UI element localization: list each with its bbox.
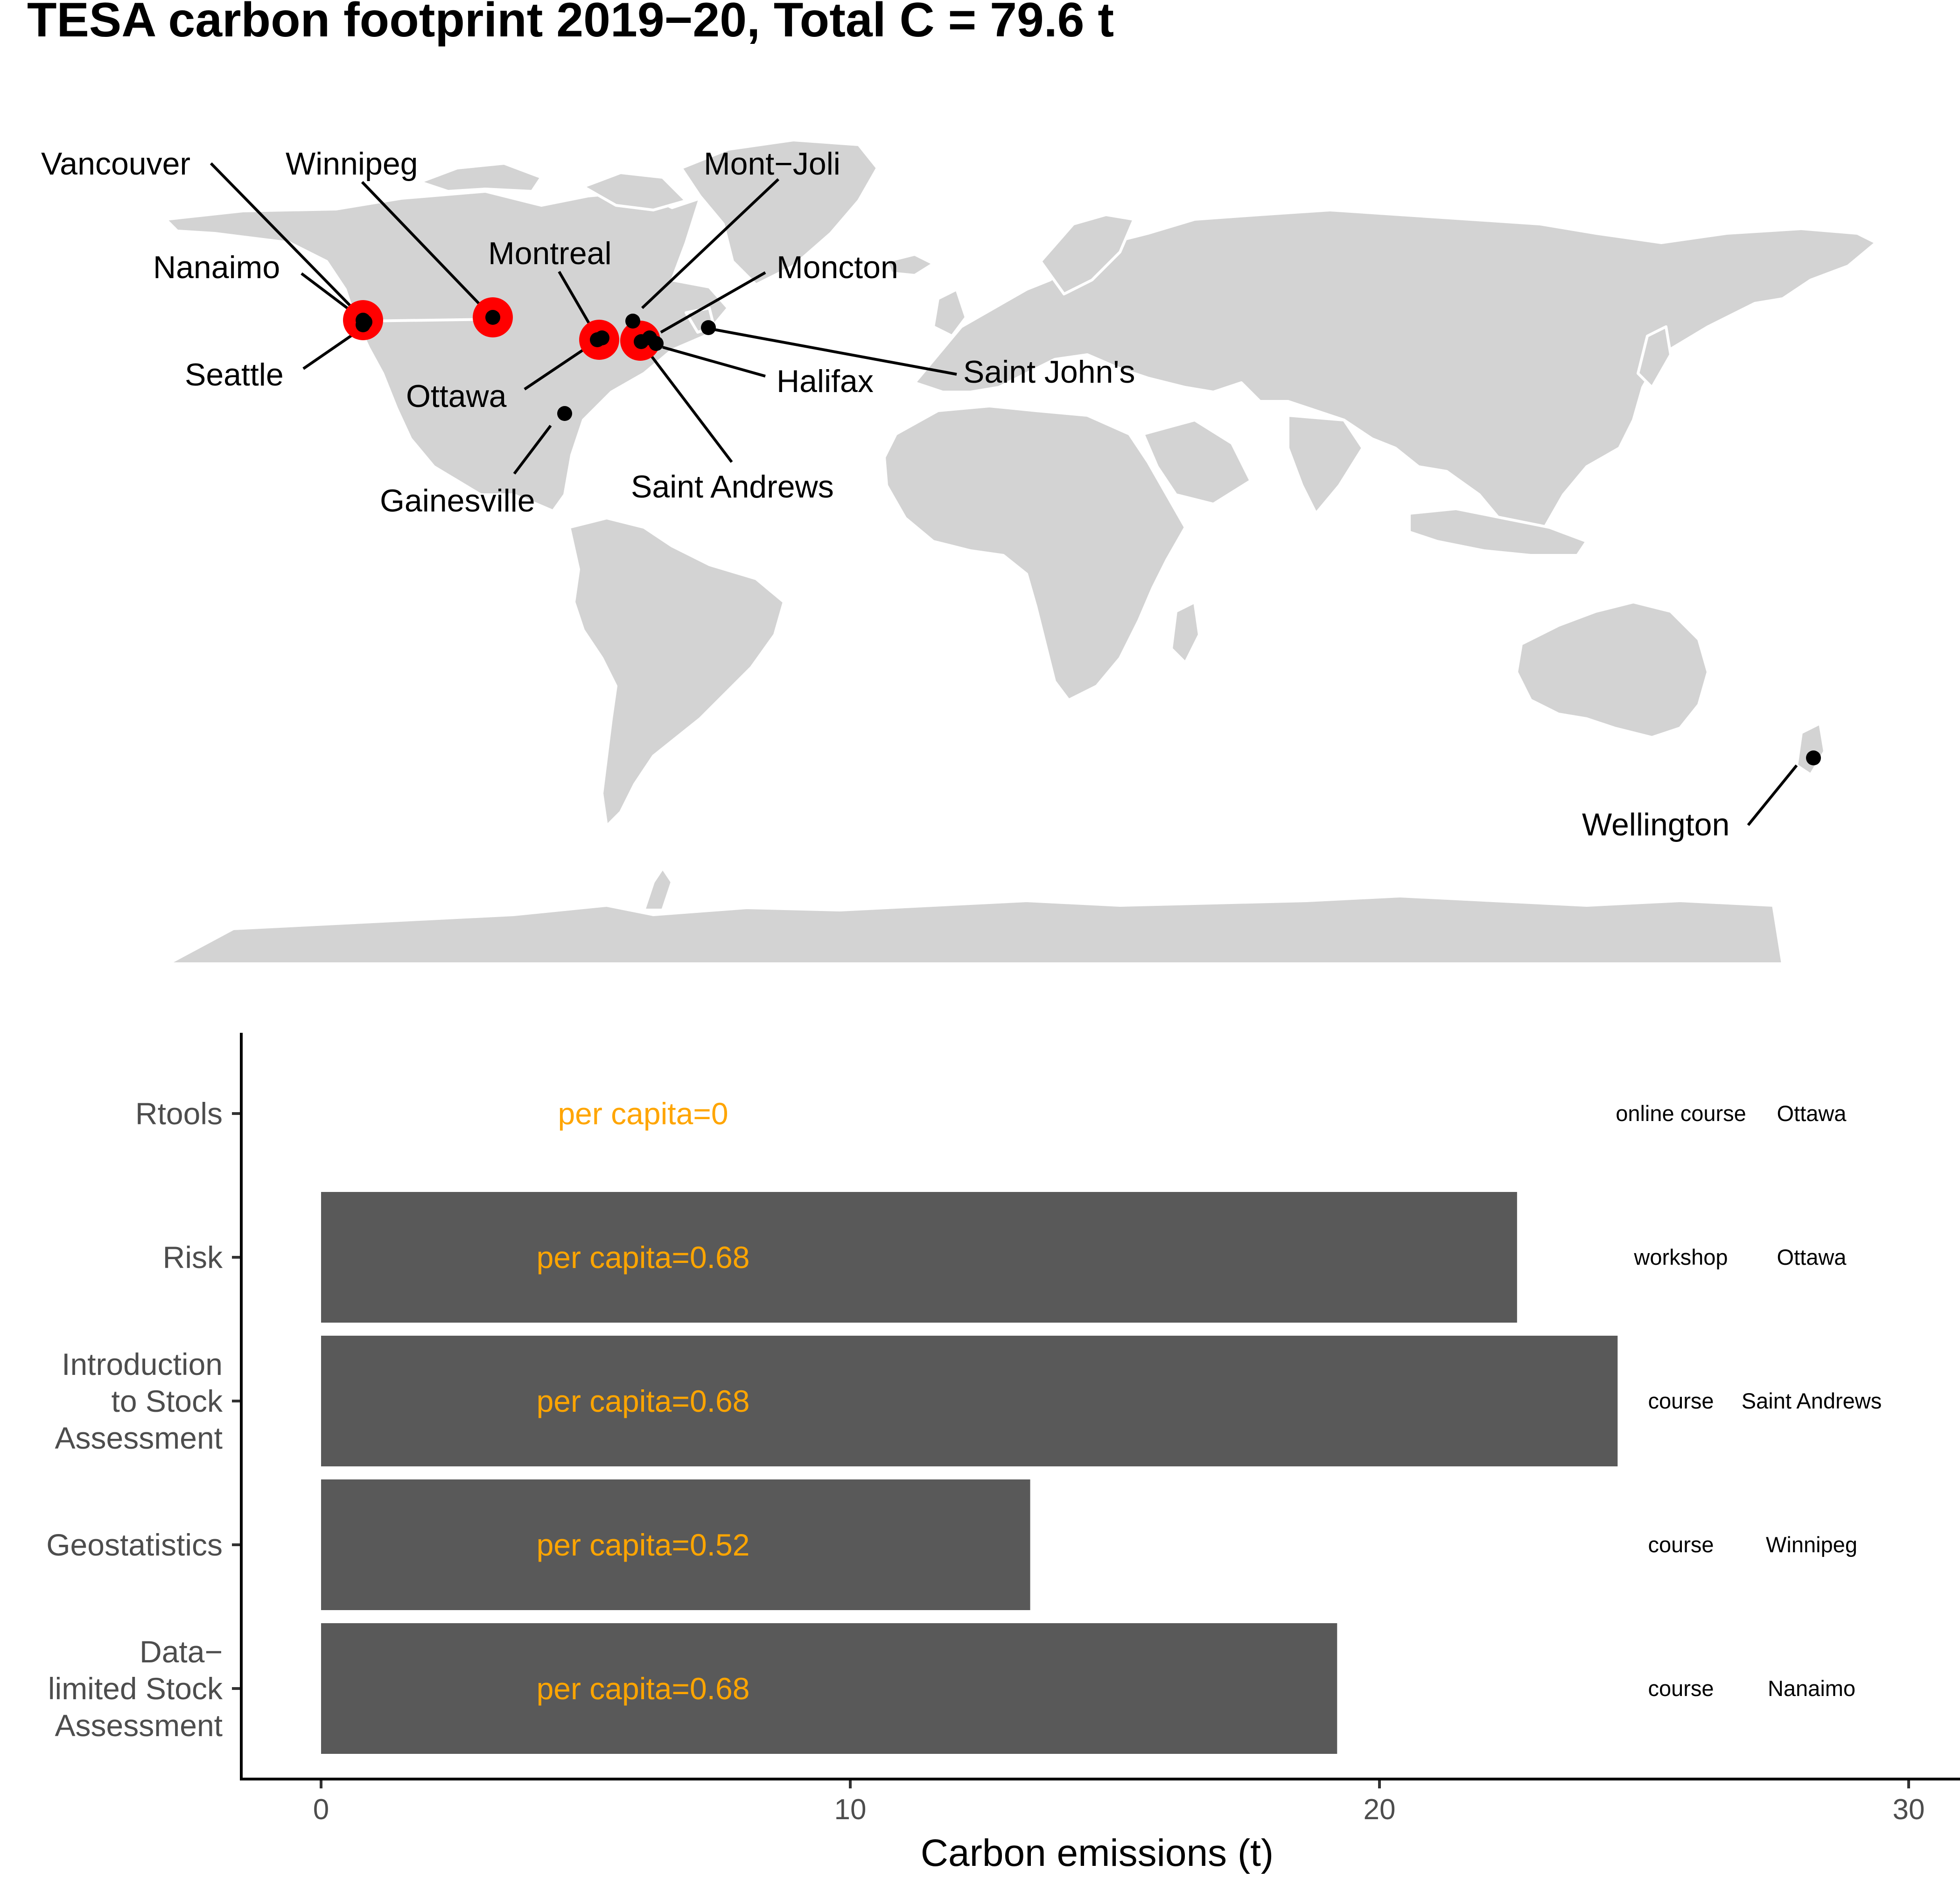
bar (321, 1479, 1030, 1610)
bar (321, 1192, 1517, 1323)
bar (321, 1623, 1337, 1754)
per-capita-label: per capita=0.68 (537, 1384, 750, 1418)
japan (1637, 325, 1672, 389)
city-point-halifax (649, 336, 664, 351)
x-axis: 0 10 20 30 (313, 1779, 1925, 1826)
baffin-island (582, 171, 687, 211)
event-type-label: course (1648, 1532, 1714, 1557)
x-axis-title: Carbon emissions (t) (921, 1832, 1274, 1874)
x-tick-label: 10 (834, 1794, 867, 1826)
new-zealand (1795, 722, 1826, 776)
leader-line-moncton (660, 271, 766, 334)
x-tick-label: 20 (1364, 1794, 1396, 1826)
city-label-gainesville: Gainesville (380, 483, 535, 519)
land-masses (164, 139, 1877, 965)
madagascar (1170, 601, 1201, 664)
india (1287, 414, 1364, 515)
city-label-mont-joli: Mont−Joli (704, 146, 840, 182)
category-label: Data− limited Stock Assessment (48, 1634, 223, 1743)
city-label-halifax: Halifax (777, 364, 874, 399)
british-isles (932, 288, 967, 337)
south-america-landmass (568, 517, 785, 827)
category-label: Rtools (135, 1096, 223, 1131)
iceland (885, 253, 935, 277)
city-label-saint-andrews: Saint Andrews (631, 469, 834, 505)
city-point-gainesville (557, 406, 572, 421)
location-label: Nanaimo (1768, 1676, 1855, 1701)
arctic-islands (419, 162, 543, 193)
city-point-saint-johns (701, 320, 716, 335)
city-label-seattle: Seattle (185, 357, 284, 392)
leader-line-winnipeg (361, 181, 490, 315)
per-capita-labels: per capita=0 per capita=0.68 per capita=0.… (537, 1096, 750, 1706)
city-points (356, 310, 1821, 765)
city-point-montreal (595, 330, 609, 345)
scandinavia (1039, 213, 1135, 295)
location-label: Saint Andrews (1742, 1388, 1882, 1413)
city-point-mont-joli (625, 314, 640, 329)
city-label-montreal: Montreal (488, 236, 612, 271)
city-label-saint-johns: Saint John's (963, 354, 1135, 390)
leader-line-ottawa (524, 342, 594, 391)
category-label: Introduction to Stock Assessment (55, 1347, 223, 1455)
event-type-label: online course (1616, 1101, 1746, 1126)
city-point-seattle (356, 317, 371, 332)
antarctica (167, 895, 1784, 965)
leader-lines (210, 162, 1798, 826)
per-capita-label: per capita=0.68 (537, 1240, 750, 1275)
bar-chart: per capita=0 per capita=0.68 per capita=0.… (46, 1033, 1960, 1874)
antarctic-peninsula (643, 867, 673, 911)
city-label-wellington: Wellington (1582, 807, 1729, 842)
leader-line-saint-johns (714, 328, 957, 376)
bars (321, 1192, 1618, 1754)
location-label: Winnipeg (1766, 1532, 1857, 1557)
event-type-label: course (1648, 1388, 1714, 1413)
eurasia-landmass (913, 209, 1877, 543)
city-label-winnipeg: Winnipeg (286, 146, 418, 182)
location-label: Ottawa (1777, 1101, 1847, 1126)
africa-landmass (883, 405, 1187, 701)
leader-line-vancouver (210, 162, 362, 317)
leader-line-mont-joli (641, 178, 780, 309)
per-capita-label: per capita=0.52 (537, 1528, 750, 1562)
chart-title: TESA carbon footprint 2019−20, Total C =… (27, 0, 1114, 47)
city-point-winnipeg (485, 310, 500, 325)
city-label-ottawa: Ottawa (406, 378, 507, 414)
leader-line-halifax (662, 346, 766, 378)
city-label-nanaimo: Nanaimo (153, 250, 280, 285)
event-side-labels: online course Ottawa workshop Ottawa course S… (1616, 1101, 1882, 1701)
x-tick-label: 30 (1893, 1794, 1925, 1826)
leader-line-seattle (302, 328, 361, 370)
arabian-peninsula (1142, 419, 1252, 505)
route-line (364, 318, 493, 322)
event-type-label: course (1648, 1676, 1714, 1701)
city-point-wellington (1806, 750, 1821, 765)
greenland (680, 139, 879, 286)
bar (321, 1336, 1618, 1466)
city-label-moncton: Moncton (777, 250, 898, 285)
category-axis: Rtools Risk Introduction to Stock Assessment… (46, 1096, 241, 1743)
category-label: Risk (163, 1240, 223, 1275)
city-label-vancouver: Vancouver (41, 146, 190, 182)
per-capita-label: per capita=0 (558, 1096, 728, 1131)
leader-line-saint-andrews (643, 345, 733, 463)
x-tick-label: 0 (313, 1794, 329, 1826)
leader-line-wellington (1747, 764, 1798, 826)
leader-line-gainesville (513, 425, 552, 475)
city-labels: Vancouver Winnipeg Mont−Joli Nanaimo Mon… (41, 146, 1729, 842)
category-label: Geostatistics (46, 1528, 223, 1562)
australia (1515, 601, 1709, 739)
location-label: Ottawa (1777, 1245, 1847, 1269)
per-capita-label: per capita=0.68 (537, 1671, 750, 1706)
world-map: Vancouver Winnipeg Mont−Joli Nanaimo Mon… (41, 139, 1877, 965)
event-type-label: workshop (1633, 1245, 1728, 1269)
southeast-asia-islands (1408, 507, 1588, 557)
